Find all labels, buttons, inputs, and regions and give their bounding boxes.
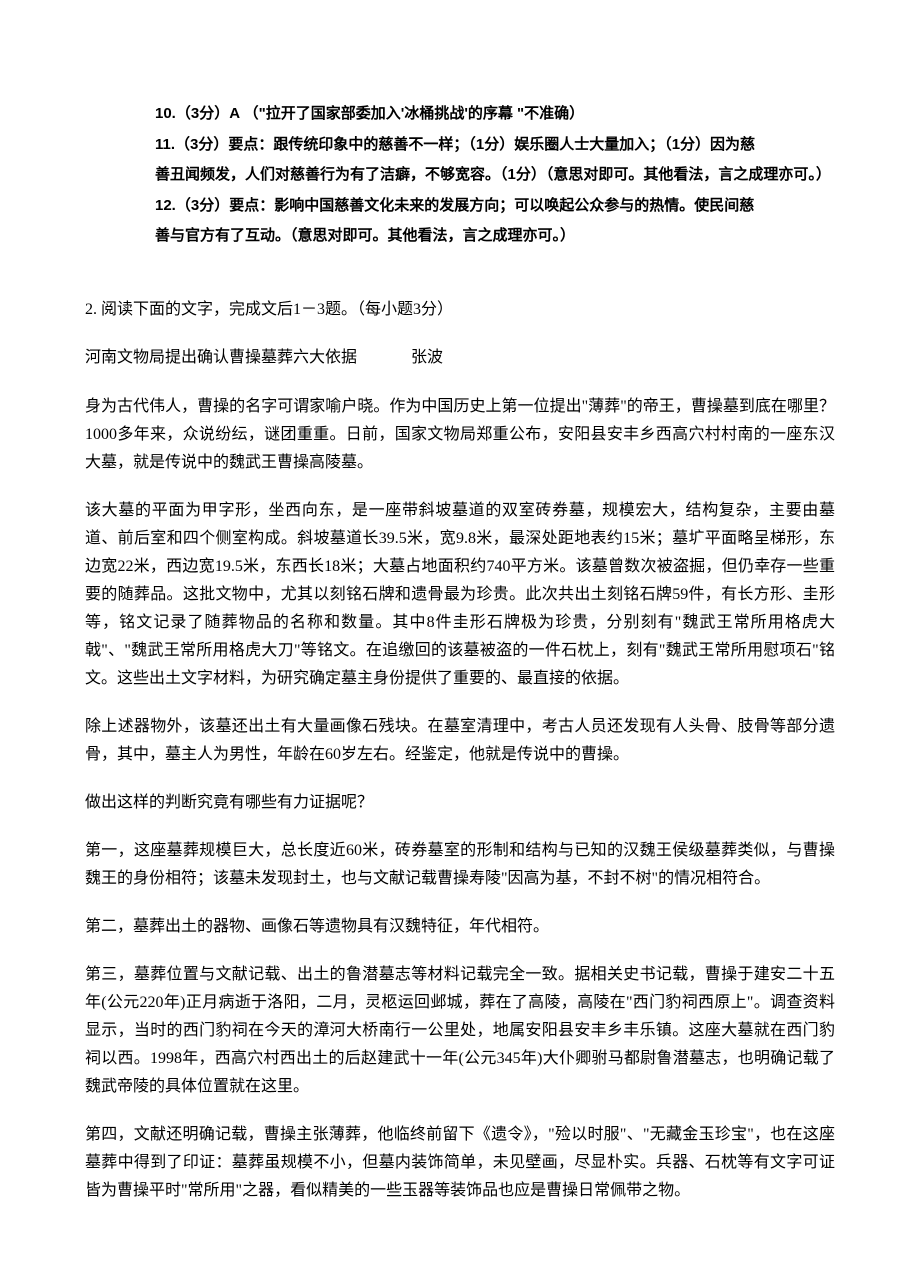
answer-12-part1: 12.（3分）要点：影响中国慈善文化未来的发展方向；可以唤起公众参与的热情。使民… <box>155 192 835 221</box>
answer-11-part1: 11.（3分）要点：跟传统印象中的慈善不一样；（1分）娱乐圈人士大量加入；（1分… <box>155 131 835 160</box>
paragraph-1: 身为古代伟人，曹操的名字可谓家喻户晓。作为中国历史上第一位提出"薄葬"的帝王，曹… <box>85 393 835 477</box>
answer-10: 10.（3分）A （"拉开了国家部委加入'冰桶挑战'的序幕 "不准确） <box>155 100 835 129</box>
paragraph-2: 该大墓的平面为甲字形，坐西向东，是一座带斜坡墓道的双室砖券墓，规模宏大，结构复杂… <box>85 497 835 693</box>
article-title: 河南文物局提出确认曹操墓葬六大依据 <box>85 349 357 366</box>
answer-section: 10.（3分）A （"拉开了国家部委加入'冰桶挑战'的序幕 "不准确） 11.（… <box>85 100 835 251</box>
paragraph-8: 第四，文献还明确记载，曹操主张薄葬，他临终前留下《遗令》，"殓以时服"、"无藏金… <box>85 1121 835 1205</box>
answer-12-part2: 善与官方有了互动。（意思对即可。其他看法，言之成理亦可。） <box>155 222 835 251</box>
article-author: 张波 <box>411 349 443 366</box>
paragraph-4: 做出这样的判断究竟有哪些有力证据呢？ <box>85 789 835 817</box>
article-title-line: 河南文物局提出确认曹操墓葬六大依据 张波 <box>85 344 835 373</box>
paragraph-7: 第三，墓葬位置与文献记载、出土的鲁潜墓志等材料记载完全一致。据相关史书记载，曹操… <box>85 961 835 1101</box>
paragraph-3: 除上述器物外，该墓还出土有大量画像石残块。在墓室清理中，考古人员还发现有人头骨、… <box>85 713 835 769</box>
question-heading: 2. 阅读下面的文字，完成文后1－3题。（每小题3分） <box>85 296 835 325</box>
answer-11-part2: 善丑闻频发，人们对慈善行为有了洁癖，不够宽容。（1分）（意思对即可。其他看法，言… <box>155 161 835 190</box>
paragraph-6: 第二，墓葬出土的器物、画像石等遗物具有汉魏特征，年代相符。 <box>85 913 835 941</box>
paragraph-5: 第一，这座墓葬规模巨大，总长度近60米，砖券墓室的形制和结构与已知的汉魏王侯级墓… <box>85 837 835 893</box>
